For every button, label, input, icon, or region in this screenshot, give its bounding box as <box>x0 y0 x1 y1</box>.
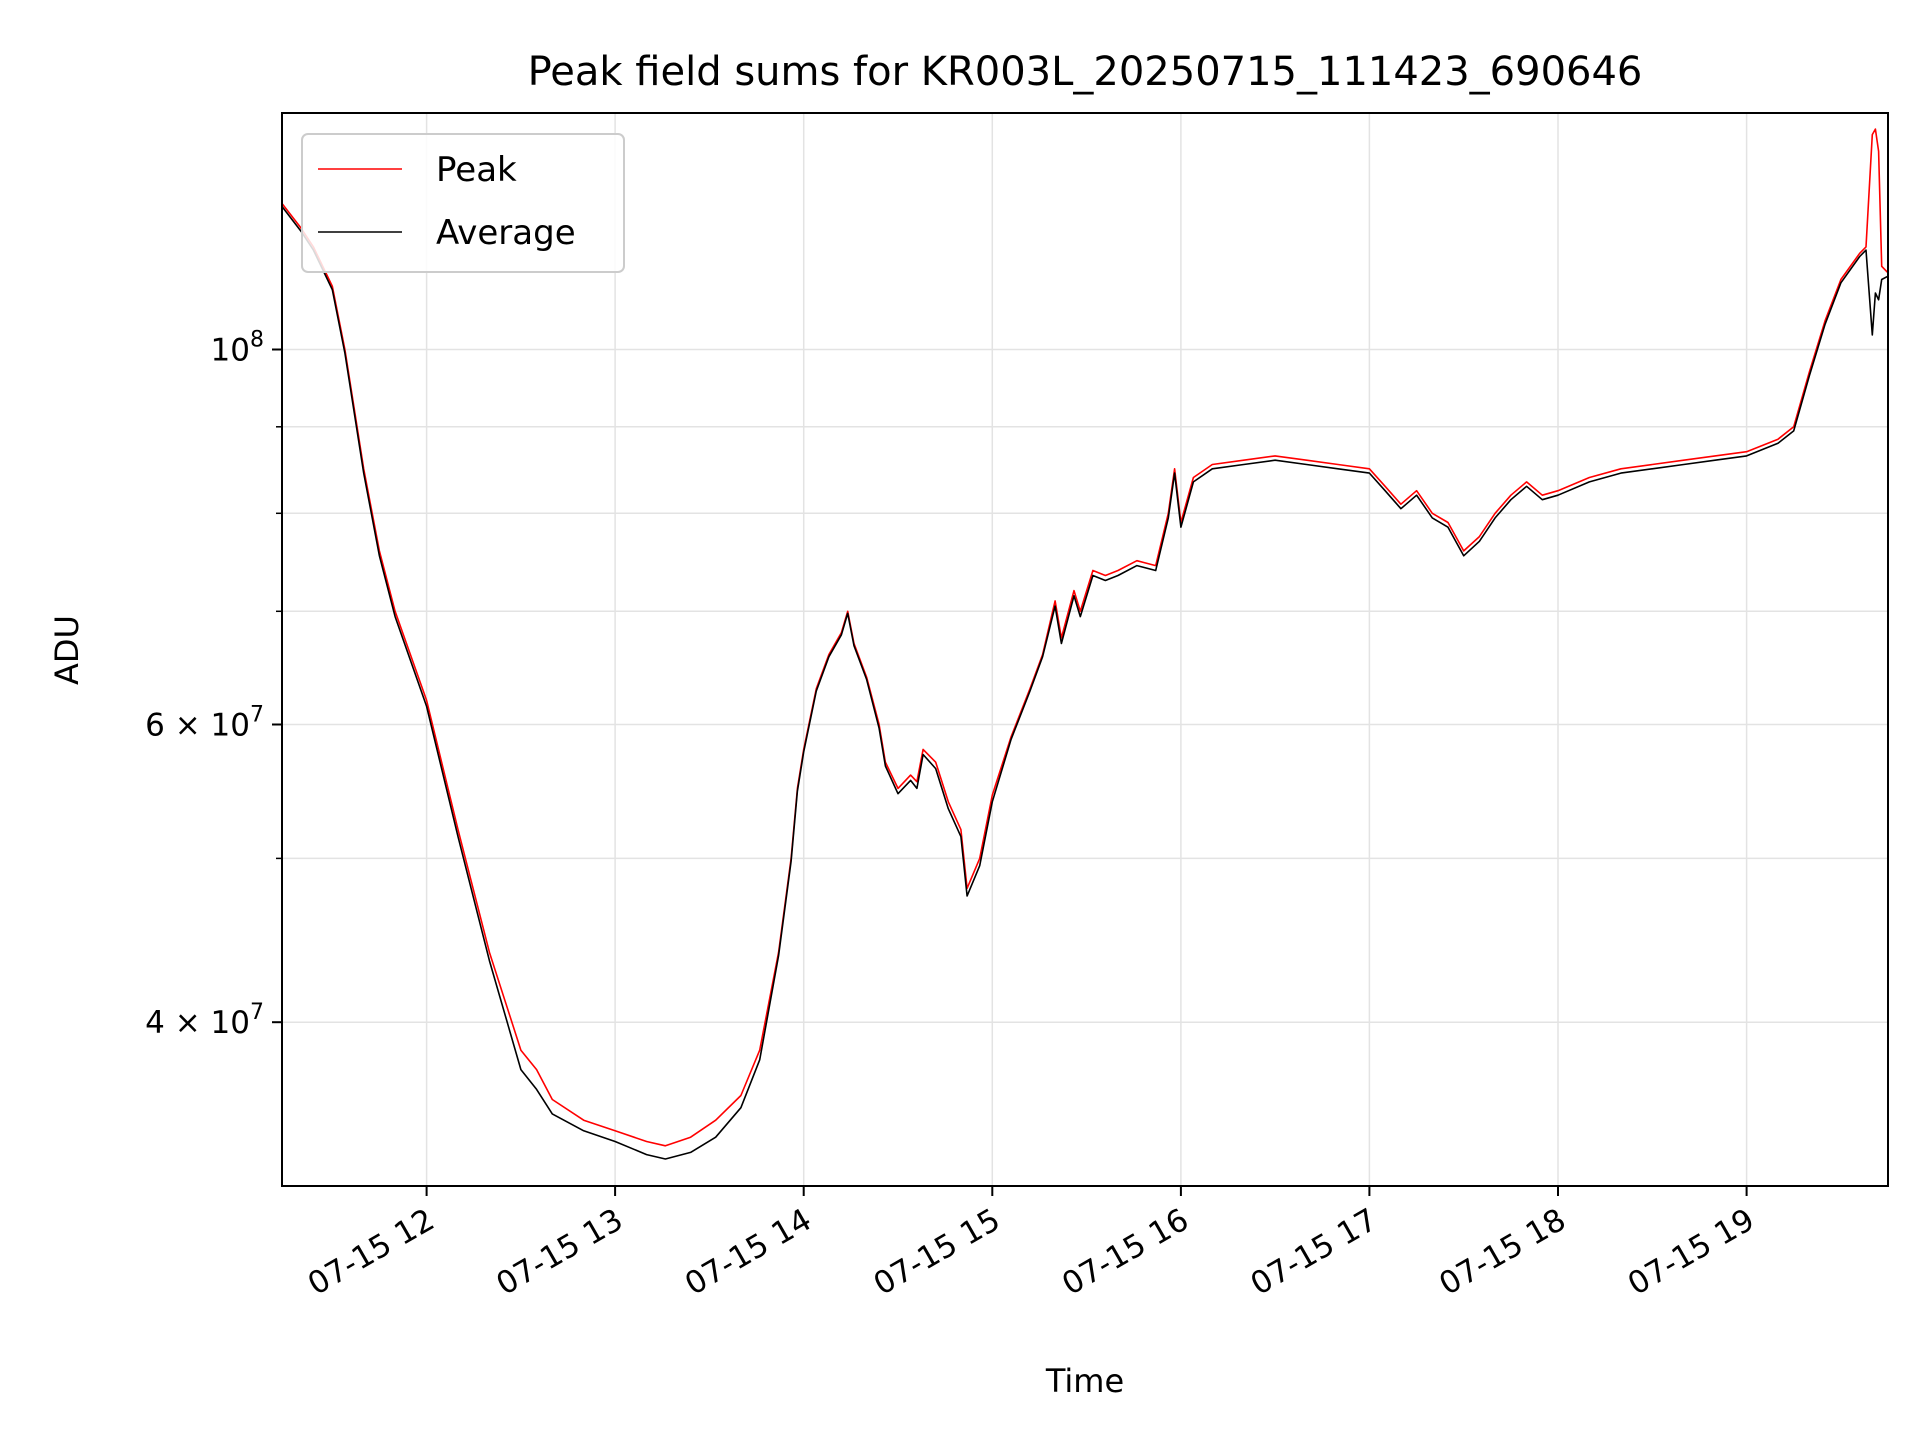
series-line-peak <box>281 128 1889 1147</box>
y-tick-label-0: 4 × 107 <box>145 1000 264 1041</box>
grid-lines <box>282 113 1888 1186</box>
y-tick-label-1: 6 × 107 <box>145 703 264 744</box>
legend-label-average: Average <box>436 213 576 253</box>
legend-label-peak: Peak <box>436 150 517 190</box>
plot-frame <box>281 112 1889 1187</box>
legend: Peak Average <box>301 133 625 273</box>
y-axis-ticks: 4 × 107 6 × 107 108 <box>145 328 282 1041</box>
y-axis-label: ADU <box>48 615 86 685</box>
x-axis-label: Time <box>1045 1362 1124 1400</box>
chart-title: Peak field sums for KR003L_20250715_1114… <box>528 49 1643 95</box>
series-line-average <box>281 206 1889 1160</box>
y-tick-label-2: 108 <box>211 328 264 369</box>
series-lines <box>281 128 1889 1160</box>
